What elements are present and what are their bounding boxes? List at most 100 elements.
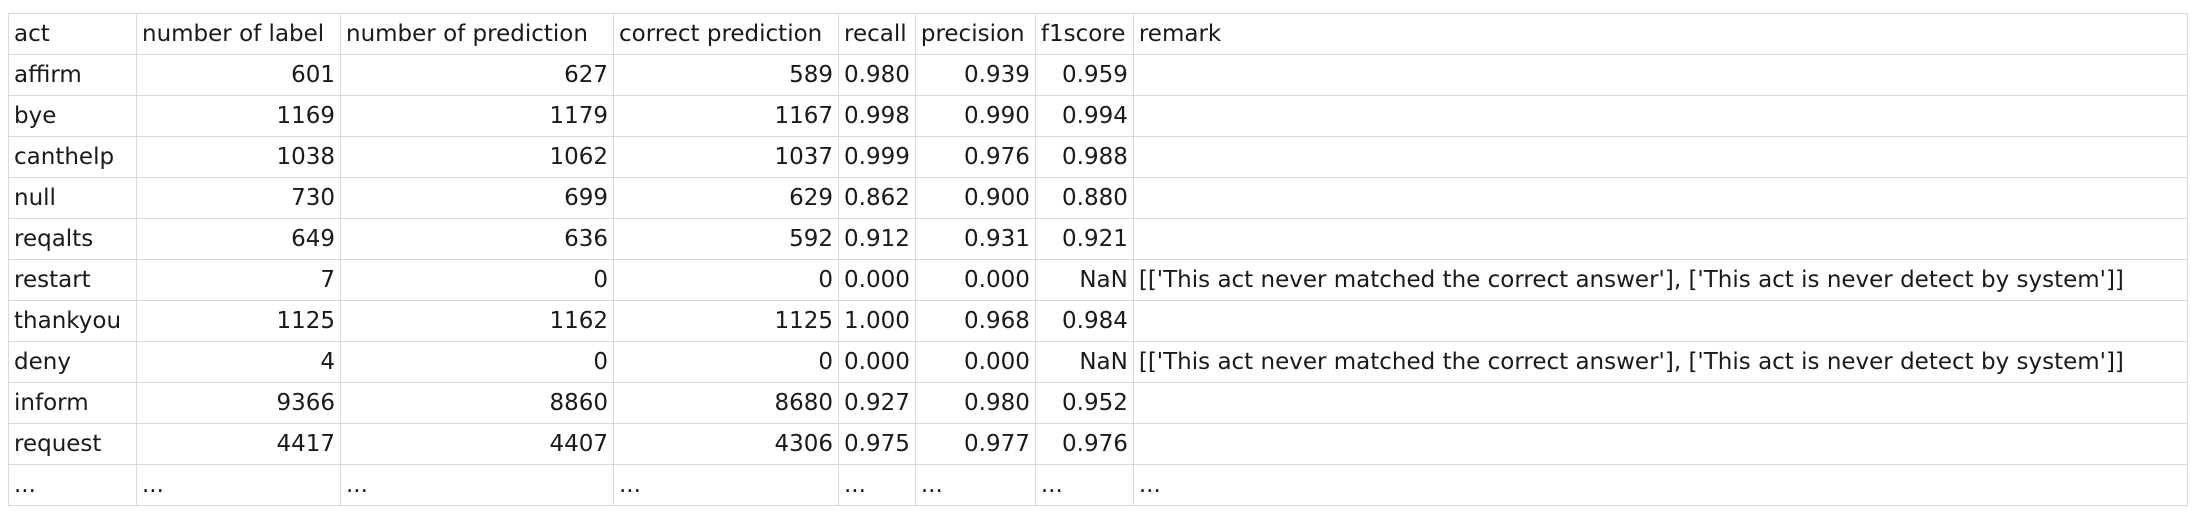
cell-remark[interactable]: [['This act never matched the correct an… bbox=[1132, 341, 2188, 383]
cell-number-of-prediction[interactable]: 0 bbox=[340, 259, 614, 301]
cell-remark[interactable]: [['This act never matched the correct an… bbox=[1132, 259, 2188, 301]
header-remark[interactable]: remark bbox=[1132, 13, 2188, 55]
cell-number-of-label[interactable]: 4417 bbox=[136, 423, 341, 465]
cell-recall[interactable]: ... bbox=[838, 464, 916, 506]
cell-number-of-prediction[interactable]: 4407 bbox=[340, 423, 614, 465]
cell-number-of-prediction[interactable]: 1162 bbox=[340, 300, 614, 342]
cell-act[interactable]: null bbox=[8, 177, 137, 219]
cell-act[interactable]: deny bbox=[8, 341, 137, 383]
header-recall[interactable]: recall bbox=[838, 13, 916, 55]
cell-f1score[interactable]: 0.959 bbox=[1034, 54, 1134, 96]
cell-f1score[interactable]: 0.984 bbox=[1034, 300, 1134, 342]
cell-precision[interactable]: 0.980 bbox=[914, 382, 1036, 424]
cell-correct-prediction[interactable]: 0 bbox=[613, 341, 839, 383]
cell-correct-prediction[interactable]: 589 bbox=[613, 54, 839, 96]
cell-precision[interactable]: ... bbox=[914, 464, 1036, 506]
cell-act[interactable]: thankyou bbox=[8, 300, 137, 342]
cell-correct-prediction[interactable]: 0 bbox=[613, 259, 839, 301]
cell-number-of-label[interactable]: 649 bbox=[136, 218, 341, 260]
cell-correct-prediction[interactable]: ... bbox=[613, 464, 839, 506]
cell-act[interactable]: inform bbox=[8, 382, 137, 424]
table-row: affirm 601 627 589 0.980 0.939 0.959 bbox=[8, 54, 2188, 96]
cell-correct-prediction[interactable]: 592 bbox=[613, 218, 839, 260]
cell-precision[interactable]: 0.990 bbox=[914, 95, 1036, 137]
cell-number-of-label[interactable]: 1169 bbox=[136, 95, 341, 137]
cell-recall[interactable]: 0.975 bbox=[838, 423, 916, 465]
header-number-of-prediction[interactable]: number of prediction bbox=[340, 13, 614, 55]
cell-correct-prediction[interactable]: 1125 bbox=[613, 300, 839, 342]
cell-number-of-prediction[interactable]: 627 bbox=[340, 54, 614, 96]
cell-remark[interactable] bbox=[1132, 300, 2188, 342]
cell-precision[interactable]: 0.931 bbox=[914, 218, 1036, 260]
cell-number-of-label[interactable]: 7 bbox=[136, 259, 341, 301]
cell-precision[interactable]: 0.968 bbox=[914, 300, 1036, 342]
cell-number-of-prediction[interactable]: 1179 bbox=[340, 95, 614, 137]
cell-f1score[interactable]: 0.988 bbox=[1034, 136, 1134, 178]
cell-number-of-label[interactable]: ... bbox=[136, 464, 341, 506]
header-precision[interactable]: precision bbox=[914, 13, 1036, 55]
cell-precision[interactable]: 0.976 bbox=[914, 136, 1036, 178]
cell-recall[interactable]: 0.862 bbox=[838, 177, 916, 219]
table-row: reqalts 649 636 592 0.912 0.931 0.921 bbox=[8, 218, 2188, 260]
cell-act[interactable]: reqalts bbox=[8, 218, 137, 260]
cell-remark[interactable]: ... bbox=[1132, 464, 2188, 506]
cell-f1score[interactable]: 0.921 bbox=[1034, 218, 1134, 260]
cell-recall[interactable]: 0.912 bbox=[838, 218, 916, 260]
cell-number-of-label[interactable]: 4 bbox=[136, 341, 341, 383]
cell-act[interactable]: ... bbox=[8, 464, 137, 506]
header-row: act number of label number of prediction… bbox=[8, 13, 2188, 55]
cell-precision[interactable]: 0.900 bbox=[914, 177, 1036, 219]
cell-act[interactable]: canthelp bbox=[8, 136, 137, 178]
cell-remark[interactable] bbox=[1132, 423, 2188, 465]
cell-number-of-label[interactable]: 1038 bbox=[136, 136, 341, 178]
cell-recall[interactable]: 0.000 bbox=[838, 341, 916, 383]
cell-precision[interactable]: 0.977 bbox=[914, 423, 1036, 465]
cell-recall[interactable]: 0.980 bbox=[838, 54, 916, 96]
cell-recall[interactable]: 0.998 bbox=[838, 95, 916, 137]
cell-number-of-prediction[interactable]: 0 bbox=[340, 341, 614, 383]
cell-number-of-prediction[interactable]: 699 bbox=[340, 177, 614, 219]
header-correct-prediction[interactable]: correct prediction bbox=[613, 13, 839, 55]
cell-remark[interactable] bbox=[1132, 54, 2188, 96]
cell-remark[interactable] bbox=[1132, 218, 2188, 260]
cell-f1score[interactable]: ... bbox=[1034, 464, 1134, 506]
cell-number-of-prediction[interactable]: ... bbox=[340, 464, 614, 506]
cell-f1score[interactable]: NaN bbox=[1034, 341, 1134, 383]
cell-remark[interactable] bbox=[1132, 136, 2188, 178]
cell-number-of-label[interactable]: 601 bbox=[136, 54, 341, 96]
cell-number-of-label[interactable]: 730 bbox=[136, 177, 341, 219]
cell-precision[interactable]: 0.939 bbox=[914, 54, 1036, 96]
cell-f1score[interactable]: 0.880 bbox=[1034, 177, 1134, 219]
cell-f1score[interactable]: 0.976 bbox=[1034, 423, 1134, 465]
cell-correct-prediction[interactable]: 1037 bbox=[613, 136, 839, 178]
cell-f1score[interactable]: NaN bbox=[1034, 259, 1134, 301]
header-act[interactable]: act bbox=[8, 13, 137, 55]
cell-number-of-label[interactable]: 1125 bbox=[136, 300, 341, 342]
cell-act[interactable]: restart bbox=[8, 259, 137, 301]
table-row: bye 1169 1179 1167 0.998 0.990 0.994 bbox=[8, 95, 2188, 137]
cell-f1score[interactable]: 0.952 bbox=[1034, 382, 1134, 424]
cell-act[interactable]: bye bbox=[8, 95, 137, 137]
cell-remark[interactable] bbox=[1132, 95, 2188, 137]
cell-remark[interactable] bbox=[1132, 382, 2188, 424]
cell-number-of-label[interactable]: 9366 bbox=[136, 382, 341, 424]
cell-recall[interactable]: 1.000 bbox=[838, 300, 916, 342]
header-number-of-label[interactable]: number of label bbox=[136, 13, 341, 55]
cell-correct-prediction[interactable]: 8680 bbox=[613, 382, 839, 424]
cell-recall[interactable]: 0.999 bbox=[838, 136, 916, 178]
cell-number-of-prediction[interactable]: 1062 bbox=[340, 136, 614, 178]
cell-correct-prediction[interactable]: 629 bbox=[613, 177, 839, 219]
cell-correct-prediction[interactable]: 4306 bbox=[613, 423, 839, 465]
cell-correct-prediction[interactable]: 1167 bbox=[613, 95, 839, 137]
cell-precision[interactable]: 0.000 bbox=[914, 259, 1036, 301]
cell-number-of-prediction[interactable]: 8860 bbox=[340, 382, 614, 424]
cell-recall[interactable]: 0.000 bbox=[838, 259, 916, 301]
cell-f1score[interactable]: 0.994 bbox=[1034, 95, 1134, 137]
cell-remark[interactable] bbox=[1132, 177, 2188, 219]
cell-act[interactable]: affirm bbox=[8, 54, 137, 96]
cell-recall[interactable]: 0.927 bbox=[838, 382, 916, 424]
header-f1score[interactable]: f1score bbox=[1034, 13, 1134, 55]
cell-precision[interactable]: 0.000 bbox=[914, 341, 1036, 383]
cell-number-of-prediction[interactable]: 636 bbox=[340, 218, 614, 260]
cell-act[interactable]: request bbox=[8, 423, 137, 465]
